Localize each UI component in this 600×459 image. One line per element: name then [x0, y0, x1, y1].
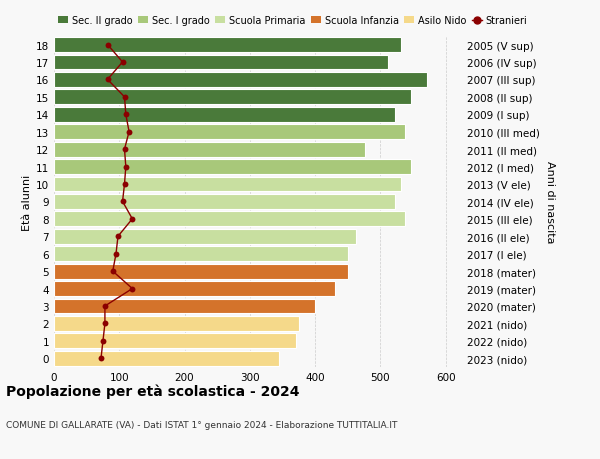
Text: Popolazione per età scolastica - 2024: Popolazione per età scolastica - 2024 — [6, 383, 299, 398]
Bar — [54, 177, 401, 192]
Bar — [54, 90, 411, 105]
Point — [128, 216, 137, 223]
Point — [98, 337, 108, 345]
Bar — [54, 160, 411, 174]
Point — [103, 77, 112, 84]
Bar — [54, 142, 365, 157]
Point — [100, 302, 110, 310]
Bar — [54, 316, 299, 331]
Bar — [54, 281, 335, 297]
Bar — [54, 334, 296, 348]
Bar — [54, 264, 348, 279]
Legend: Sec. II grado, Sec. I grado, Scuola Primaria, Scuola Infanzia, Asilo Nido, Stran: Sec. II grado, Sec. I grado, Scuola Prim… — [54, 12, 532, 30]
Point — [118, 59, 127, 67]
Bar — [54, 351, 279, 366]
Point — [118, 198, 127, 206]
Bar — [54, 195, 395, 209]
Bar — [54, 230, 356, 244]
Point — [100, 320, 110, 327]
Bar — [54, 107, 395, 123]
Point — [121, 163, 131, 171]
Point — [96, 355, 106, 362]
Point — [120, 146, 130, 153]
Y-axis label: Età alunni: Età alunni — [22, 174, 32, 230]
Point — [111, 251, 121, 258]
Point — [121, 112, 131, 119]
Bar — [54, 247, 348, 262]
Point — [113, 233, 123, 241]
Bar — [54, 73, 427, 88]
Point — [120, 94, 130, 101]
Point — [128, 285, 137, 292]
Point — [103, 42, 112, 49]
Text: COMUNE DI GALLARATE (VA) - Dati ISTAT 1° gennaio 2024 - Elaborazione TUTTITALIA.: COMUNE DI GALLARATE (VA) - Dati ISTAT 1°… — [6, 420, 397, 429]
Bar — [54, 38, 401, 53]
Bar — [54, 299, 315, 313]
Bar — [54, 125, 404, 140]
Point — [124, 129, 134, 136]
Point — [108, 268, 118, 275]
Y-axis label: Anni di nascita: Anni di nascita — [545, 161, 555, 243]
Point — [120, 181, 130, 188]
Bar — [54, 212, 404, 227]
Bar — [54, 56, 388, 70]
